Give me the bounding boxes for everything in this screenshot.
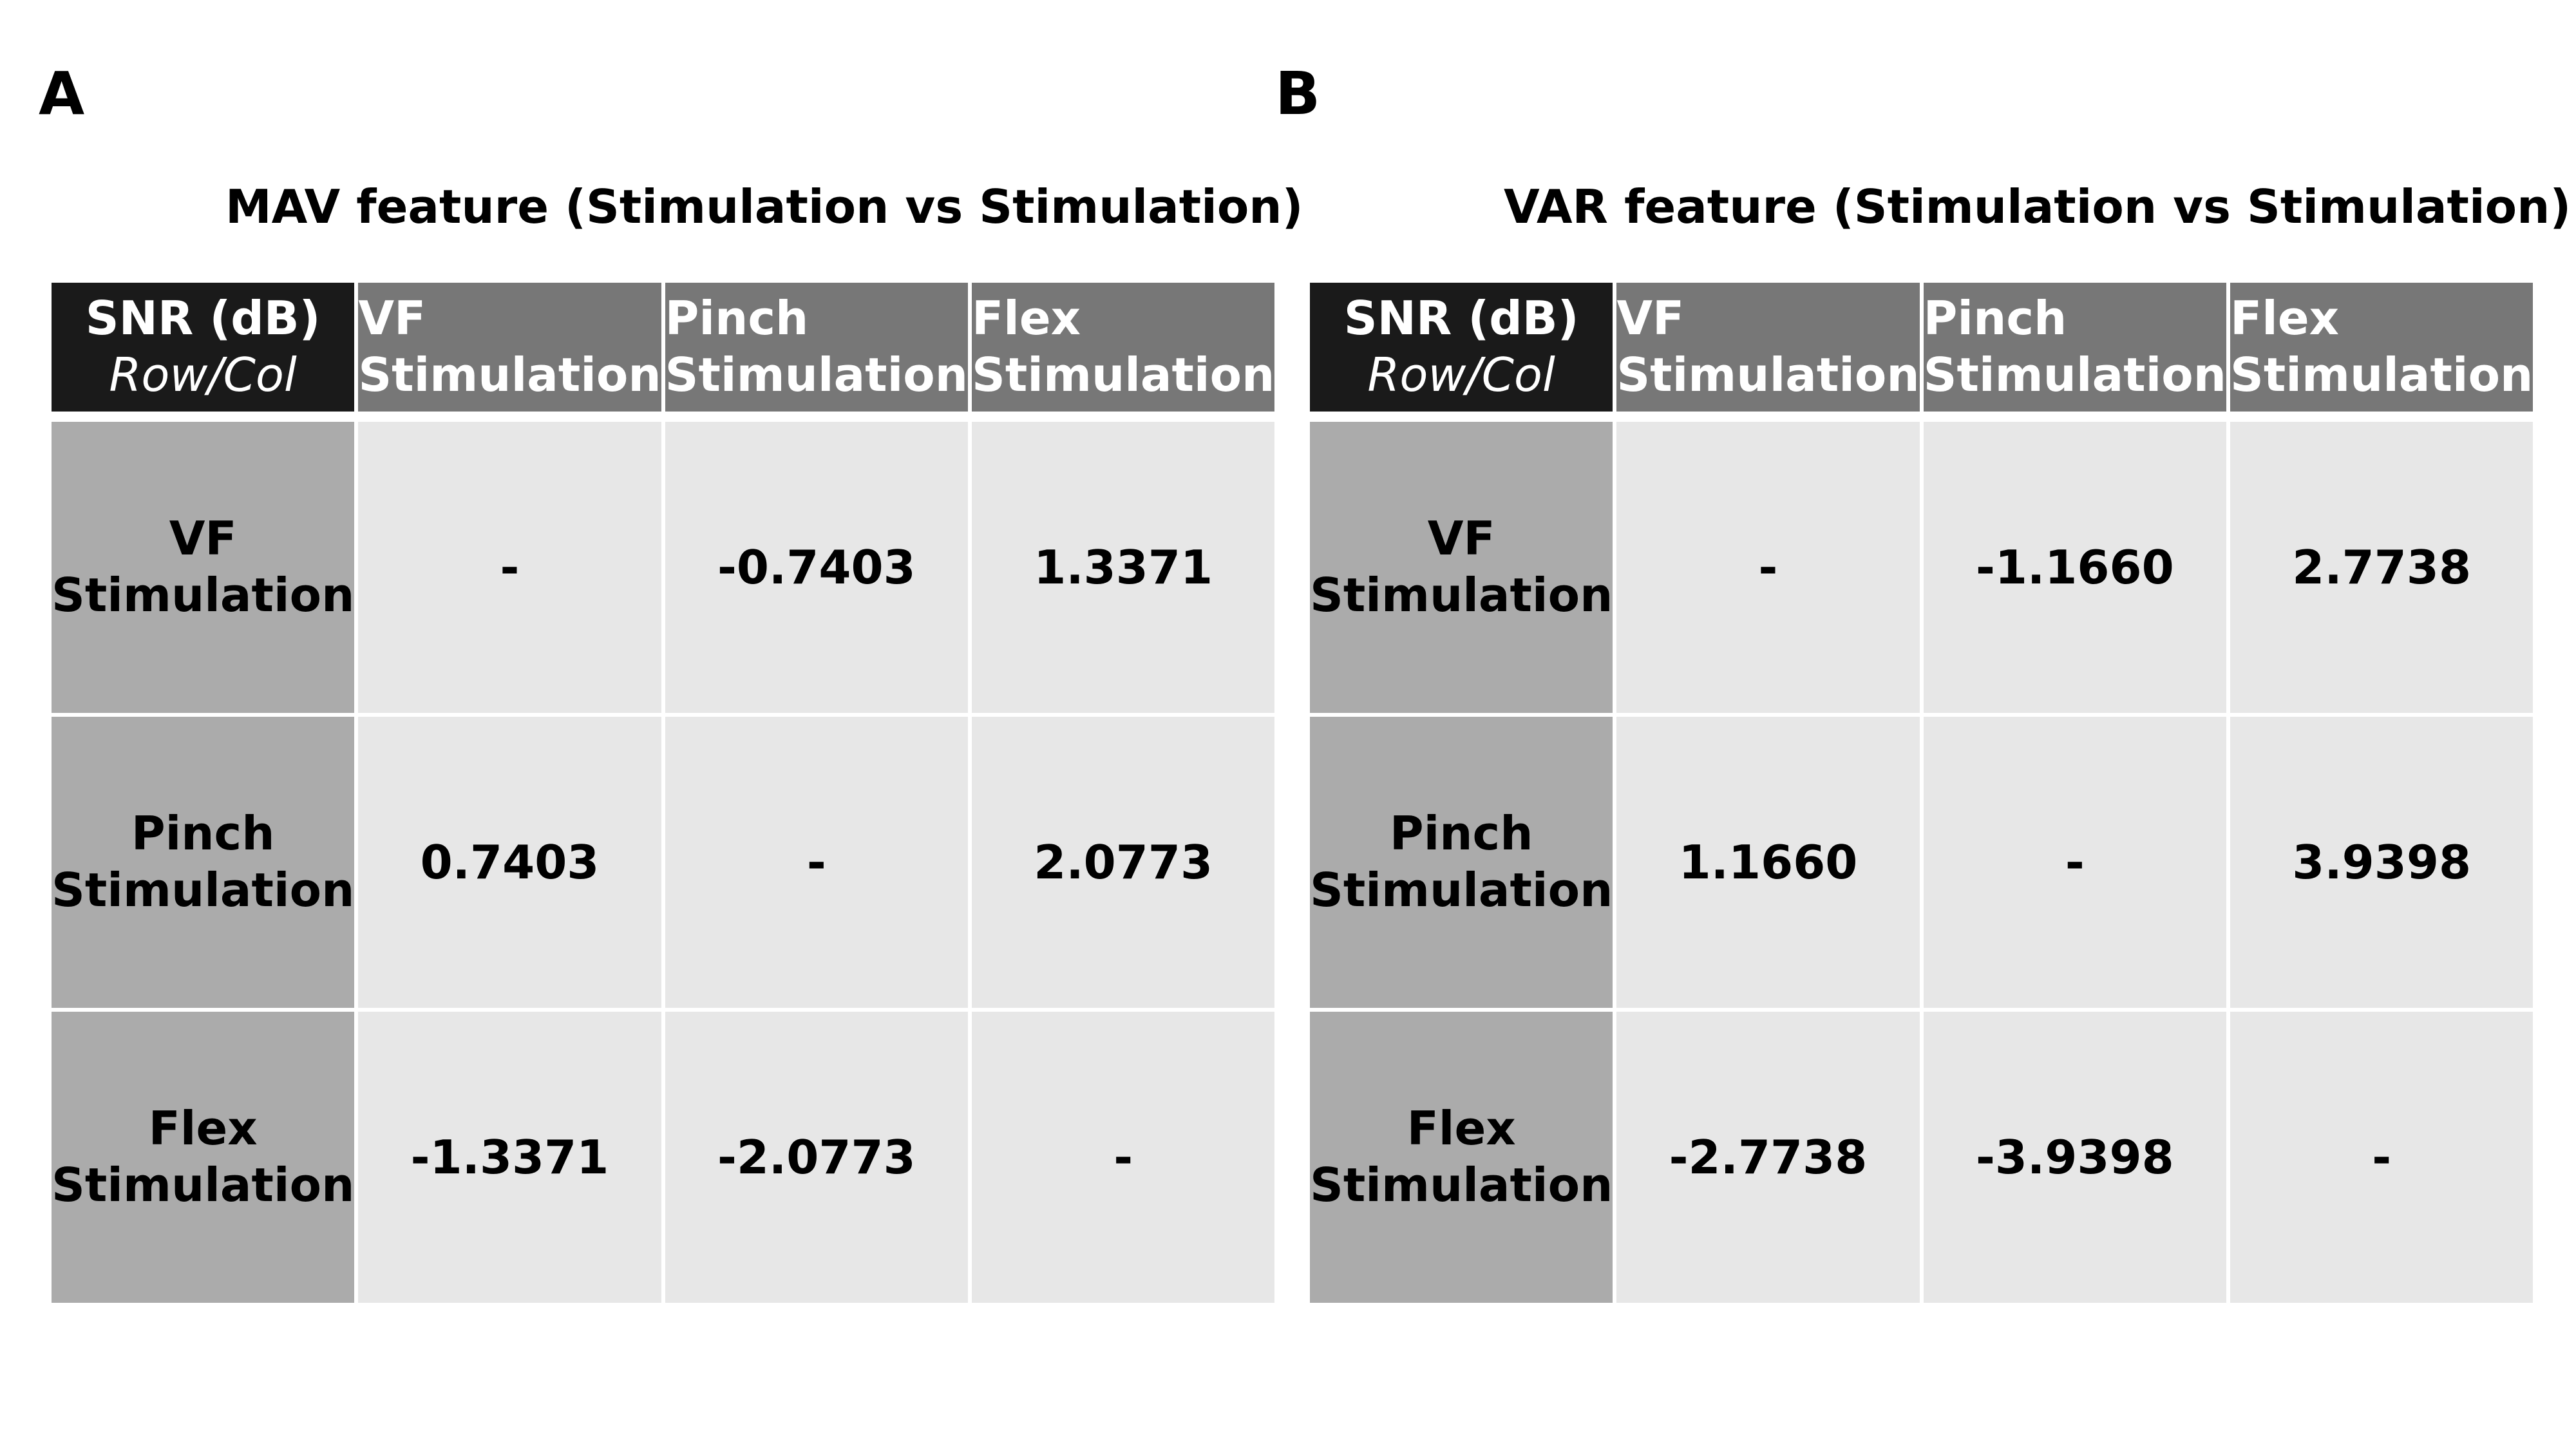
column-header-line2: Stimulation: [358, 348, 661, 402]
column-header-pinch: Pinch Stimulation: [1923, 283, 2226, 418]
row-header-line2: Stimulation: [1310, 1158, 1613, 1212]
column-header-vf: VF Stimulation: [358, 283, 661, 418]
table-cell: 1.3371: [971, 422, 1275, 713]
column-header-line2: Stimulation: [665, 348, 968, 402]
column-header-line1: VF: [358, 291, 426, 346]
column-header-pinch: Pinch Stimulation: [665, 283, 968, 418]
table-cell: -2.7738: [1616, 1012, 1920, 1303]
table-header-row: SNR (dB) Row/Col VF Stimulation Pinch St…: [1310, 283, 2533, 418]
column-header-line1: Flex: [971, 291, 1081, 346]
corner-header: SNR (dB) Row/Col: [1310, 283, 1613, 418]
column-header-line1: Flex: [2230, 291, 2340, 346]
column-header-line2: Stimulation: [1616, 348, 1920, 402]
row-header-line1: Pinch: [1389, 806, 1533, 861]
corner-label: SNR (dB): [1343, 291, 1579, 346]
column-header-vf: VF Stimulation: [1616, 283, 1920, 418]
row-header-line1: VF: [169, 511, 237, 566]
panel-b: B VAR feature (Stimulation vs Stimulatio…: [1275, 0, 2576, 1449]
row-header-line2: Stimulation: [52, 1158, 355, 1212]
row-header-line2: Stimulation: [1310, 568, 1613, 622]
table-cell: -: [971, 1012, 1275, 1303]
corner-sublabel: Row/Col: [1367, 348, 1555, 402]
column-header-line2: Stimulation: [1923, 348, 2226, 402]
table-cell: -: [1923, 717, 2226, 1008]
row-header-flex: Flex Stimulation: [52, 1012, 355, 1303]
row-header-pinch: Pinch Stimulation: [52, 717, 355, 1008]
table-row: Flex Stimulation -1.3371 -2.0773 -: [52, 1012, 1275, 1303]
table-cell: 3.9398: [2230, 717, 2533, 1008]
row-header-pinch: Pinch Stimulation: [1310, 717, 1613, 1008]
corner-sublabel: Row/Col: [109, 348, 297, 402]
table-header-row: SNR (dB) Row/Col VF Stimulation Pinch St…: [52, 283, 1275, 418]
column-header-flex: Flex Stimulation: [2230, 283, 2533, 418]
table-row: VF Stimulation - -1.1660 2.7738: [1310, 422, 2533, 713]
row-header-vf: VF Stimulation: [1310, 422, 1613, 713]
table-cell: -1.1660: [1923, 422, 2226, 713]
table-cell: -: [665, 717, 968, 1008]
table-row: VF Stimulation - -0.7403 1.3371: [52, 422, 1275, 713]
panel-letter: B: [1275, 59, 1321, 128]
table-cell: -2.0773: [665, 1012, 968, 1303]
column-header-line2: Stimulation: [971, 348, 1275, 402]
row-header-line2: Stimulation: [52, 863, 355, 917]
table-cell: 1.1660: [1616, 717, 1920, 1008]
panel-letter: A: [39, 59, 85, 128]
row-header-line1: Pinch: [131, 806, 275, 861]
table-cell: -3.9398: [1923, 1012, 2226, 1303]
snr-table: SNR (dB) Row/Col VF Stimulation Pinch St…: [1306, 279, 2537, 1307]
table-cell: 0.7403: [358, 717, 661, 1008]
column-header-flex: Flex Stimulation: [971, 283, 1275, 418]
row-header-line2: Stimulation: [52, 568, 355, 622]
panel-title: MAV feature (Stimulation vs Stimulation): [225, 180, 1303, 234]
column-header-line2: Stimulation: [2230, 348, 2533, 402]
table-cell: -: [358, 422, 661, 713]
table-row: Pinch Stimulation 1.1660 - 3.9398: [1310, 717, 2533, 1008]
corner-header: SNR (dB) Row/Col: [52, 283, 355, 418]
row-header-line1: VF: [1427, 511, 1495, 566]
snr-table: SNR (dB) Row/Col VF Stimulation Pinch St…: [48, 279, 1278, 1307]
table-cell: 2.0773: [971, 717, 1275, 1008]
table-cell: 2.7738: [2230, 422, 2533, 713]
table-cell: -0.7403: [665, 422, 968, 713]
panel-a: A MAV feature (Stimulation vs Stimulatio…: [39, 59, 1303, 1307]
column-header-line1: VF: [1616, 291, 1685, 346]
column-header-line1: Pinch: [1923, 291, 2067, 346]
row-header-line2: Stimulation: [1310, 863, 1613, 917]
table-cell: -: [1616, 422, 1920, 713]
row-header-line1: Flex: [1406, 1101, 1516, 1156]
table-cell: -1.3371: [358, 1012, 661, 1303]
column-header-line1: Pinch: [665, 291, 809, 346]
panel-title: VAR feature (Stimulation vs Stimulation): [1504, 180, 2571, 234]
corner-label: SNR (dB): [85, 291, 321, 346]
row-header-flex: Flex Stimulation: [1310, 1012, 1613, 1303]
row-header-line1: Flex: [148, 1101, 258, 1156]
row-header-vf: VF Stimulation: [52, 422, 355, 713]
table-row: Pinch Stimulation 0.7403 - 2.0773: [52, 717, 1275, 1008]
table-row: Flex Stimulation -2.7738 -3.9398 -: [1310, 1012, 2533, 1303]
table-cell: -: [2230, 1012, 2533, 1303]
